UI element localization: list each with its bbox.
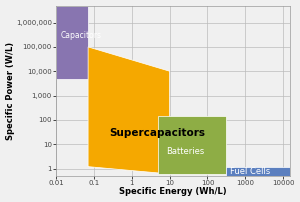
Text: Capacitors: Capacitors bbox=[60, 31, 101, 40]
Text: Supercapacitors: Supercapacitors bbox=[109, 128, 205, 138]
Text: Fuel Cells: Fuel Cells bbox=[230, 167, 271, 176]
Y-axis label: Specific Power (W/L): Specific Power (W/L) bbox=[6, 42, 15, 140]
X-axis label: Specific Energy (Wh/L): Specific Energy (Wh/L) bbox=[119, 187, 227, 196]
Polygon shape bbox=[226, 167, 290, 176]
Polygon shape bbox=[158, 116, 226, 174]
Polygon shape bbox=[56, 6, 88, 79]
Text: Batteries: Batteries bbox=[166, 147, 204, 156]
Polygon shape bbox=[88, 47, 169, 174]
